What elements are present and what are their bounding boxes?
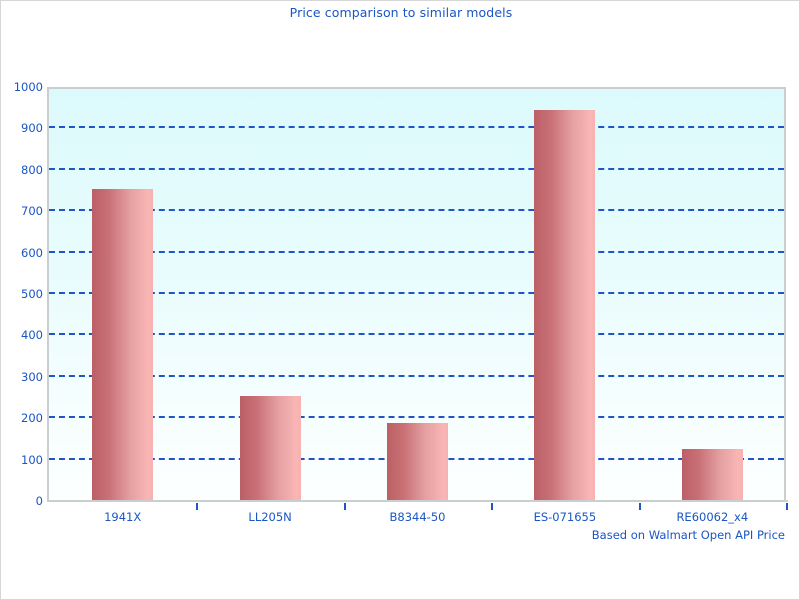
x-axis-tick-label: 1941X [104, 510, 142, 524]
chart-title: Price comparison to similar models [289, 5, 513, 20]
y-axis-tick-label: 900 [21, 121, 43, 136]
gridline [49, 126, 784, 129]
gridline [49, 209, 784, 212]
x-axis-tick-mark [491, 503, 494, 510]
gridline [49, 250, 784, 253]
x-axis-line [47, 500, 788, 502]
chart-footnote: Based on Walmart Open API Price [591, 528, 785, 542]
y-axis-line [47, 87, 49, 501]
bar [534, 110, 596, 501]
y-axis-tick-label: 200 [21, 411, 43, 426]
y-axis-tick-label: 100 [21, 452, 43, 467]
x-axis-tick-label: ES-071655 [533, 510, 597, 524]
gridline [49, 333, 784, 336]
y-axis-tick-label: 700 [21, 204, 43, 219]
y-axis-tick-label: 0 [35, 494, 43, 508]
x-axis-tick-mark [786, 503, 788, 510]
bar [92, 189, 154, 501]
y-axis-tick-label: 600 [21, 245, 43, 260]
bar [681, 448, 743, 501]
x-axis-tick-mark [196, 503, 199, 510]
x-axis-tick-label: RE60062_x4 [676, 510, 749, 524]
x-axis-tick-mark [343, 503, 346, 510]
y-axis-tick-label: 500 [21, 287, 43, 301]
gridline [49, 374, 784, 377]
y-axis-tick-label: 1000 [13, 80, 43, 94]
y-axis-tick-label: 300 [21, 369, 43, 384]
x-axis-tick-label: LL205N [248, 510, 292, 524]
bar [239, 396, 301, 501]
bar [387, 423, 448, 501]
x-axis-tick-mark [638, 503, 641, 510]
y-axis-tick-label: 800 [21, 162, 43, 177]
gridline [49, 416, 784, 419]
y-axis-tick-labels: 0 100 200 300 400 500 600 700 800 900 1000 [1, 1, 43, 599]
gridline [49, 167, 784, 170]
gridline [49, 292, 784, 294]
y-axis-tick-label: 400 [21, 328, 43, 343]
x-axis-tick-label: B8344-50 [389, 510, 446, 524]
plot-area [49, 87, 786, 501]
